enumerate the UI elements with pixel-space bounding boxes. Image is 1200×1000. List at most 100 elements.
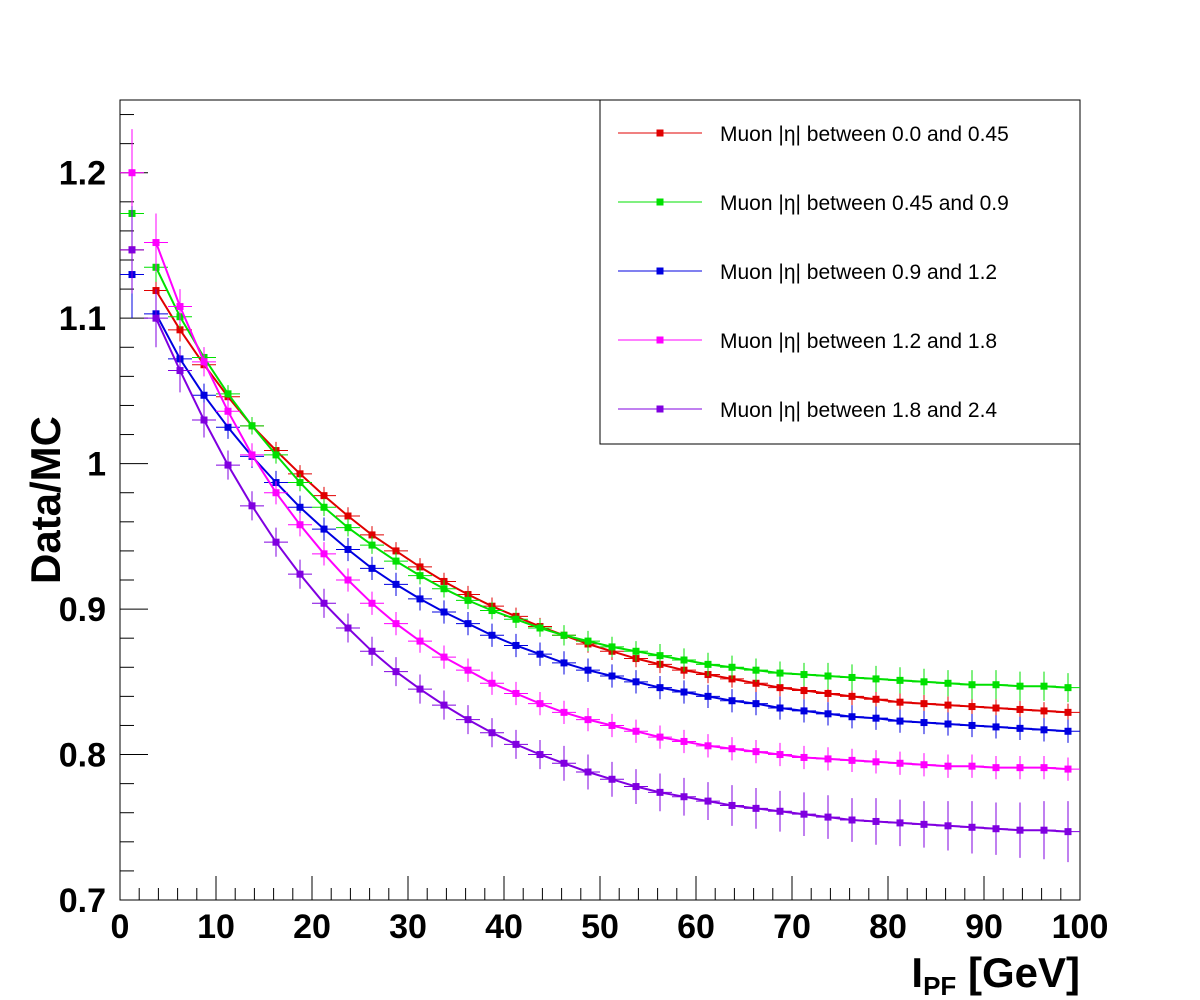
data-point (417, 595, 424, 602)
data-point (777, 751, 784, 758)
data-point (945, 822, 952, 829)
data-point (969, 763, 976, 770)
data-point (705, 693, 712, 700)
data-point (969, 681, 976, 688)
data-point (441, 702, 448, 709)
data-point (201, 417, 208, 424)
data-point (633, 678, 640, 685)
data-point (921, 700, 928, 707)
data-point (345, 625, 352, 632)
data-point (249, 422, 256, 429)
data-point (873, 715, 880, 722)
data-point (297, 504, 304, 511)
x-tick-label: 20 (293, 908, 331, 946)
data-point (801, 811, 808, 818)
data-point (537, 651, 544, 658)
legend-marker (657, 199, 664, 206)
data-point (1065, 766, 1072, 773)
data-point (1065, 709, 1072, 716)
x-tick-label: 60 (677, 908, 715, 946)
data-point (729, 802, 736, 809)
data-point (753, 667, 760, 674)
data-point (201, 358, 208, 365)
data-point (873, 696, 880, 703)
data-point (777, 705, 784, 712)
data-point (1041, 726, 1048, 733)
data-point (657, 652, 664, 659)
x-axis-title-main: I (911, 949, 923, 996)
data-point (393, 620, 400, 627)
data-point (897, 760, 904, 767)
data-point (945, 702, 952, 709)
data-point (297, 571, 304, 578)
data-point (873, 818, 880, 825)
data-point (561, 632, 568, 639)
data-point (705, 742, 712, 749)
data-point (465, 597, 472, 604)
data-point (729, 697, 736, 704)
x-tick-label: 10 (197, 908, 235, 946)
data-point (801, 754, 808, 761)
data-point (777, 670, 784, 677)
data-point (1017, 764, 1024, 771)
data-point (681, 738, 688, 745)
data-point (561, 659, 568, 666)
data-point (969, 824, 976, 831)
data-point (537, 751, 544, 758)
data-point (609, 673, 616, 680)
data-point (609, 776, 616, 783)
legend-label: Muon |η| between 0.45 and 0.9 (720, 192, 1009, 215)
data-point (753, 700, 760, 707)
data-point (921, 821, 928, 828)
data-point (585, 638, 592, 645)
data-point (825, 690, 832, 697)
data-point (1041, 827, 1048, 834)
data-point (609, 722, 616, 729)
data-point (657, 789, 664, 796)
y-tick-label: 1.1 (59, 300, 106, 338)
data-point (897, 819, 904, 826)
data-point (465, 620, 472, 627)
data-point (1017, 725, 1024, 732)
data-point (993, 723, 1000, 730)
data-point (849, 693, 856, 700)
data-point (393, 668, 400, 675)
data-point (225, 408, 232, 415)
data-point (537, 625, 544, 632)
data-point (801, 687, 808, 694)
data-point (177, 303, 184, 310)
data-point (993, 681, 1000, 688)
data-point (873, 675, 880, 682)
data-point (417, 572, 424, 579)
legend-marker (657, 130, 664, 137)
x-tick-label: 40 (485, 908, 523, 946)
data-point (345, 524, 352, 531)
data-point (633, 648, 640, 655)
data-point (993, 705, 1000, 712)
data-point (633, 728, 640, 735)
legend-label: Muon |η| between 1.2 and 1.8 (720, 330, 997, 353)
data-point (369, 600, 376, 607)
data-point (489, 607, 496, 614)
data-point (945, 763, 952, 770)
data-point (801, 707, 808, 714)
y-axis-title: Data/MC (22, 416, 69, 584)
data-point (345, 513, 352, 520)
data-point (153, 315, 160, 322)
data-point (633, 783, 640, 790)
data-point (969, 722, 976, 729)
data-point (321, 600, 328, 607)
data-point (441, 585, 448, 592)
data-point (609, 643, 616, 650)
data-point (225, 462, 232, 469)
data-point (657, 734, 664, 741)
data-point (681, 793, 688, 800)
data-point (393, 558, 400, 565)
data-point (993, 825, 1000, 832)
data-point (849, 674, 856, 681)
data-point (1017, 683, 1024, 690)
data-point (1017, 827, 1024, 834)
data-point (297, 479, 304, 486)
x-axis-title-subscript: PF (923, 971, 956, 1000)
data-point (465, 716, 472, 723)
